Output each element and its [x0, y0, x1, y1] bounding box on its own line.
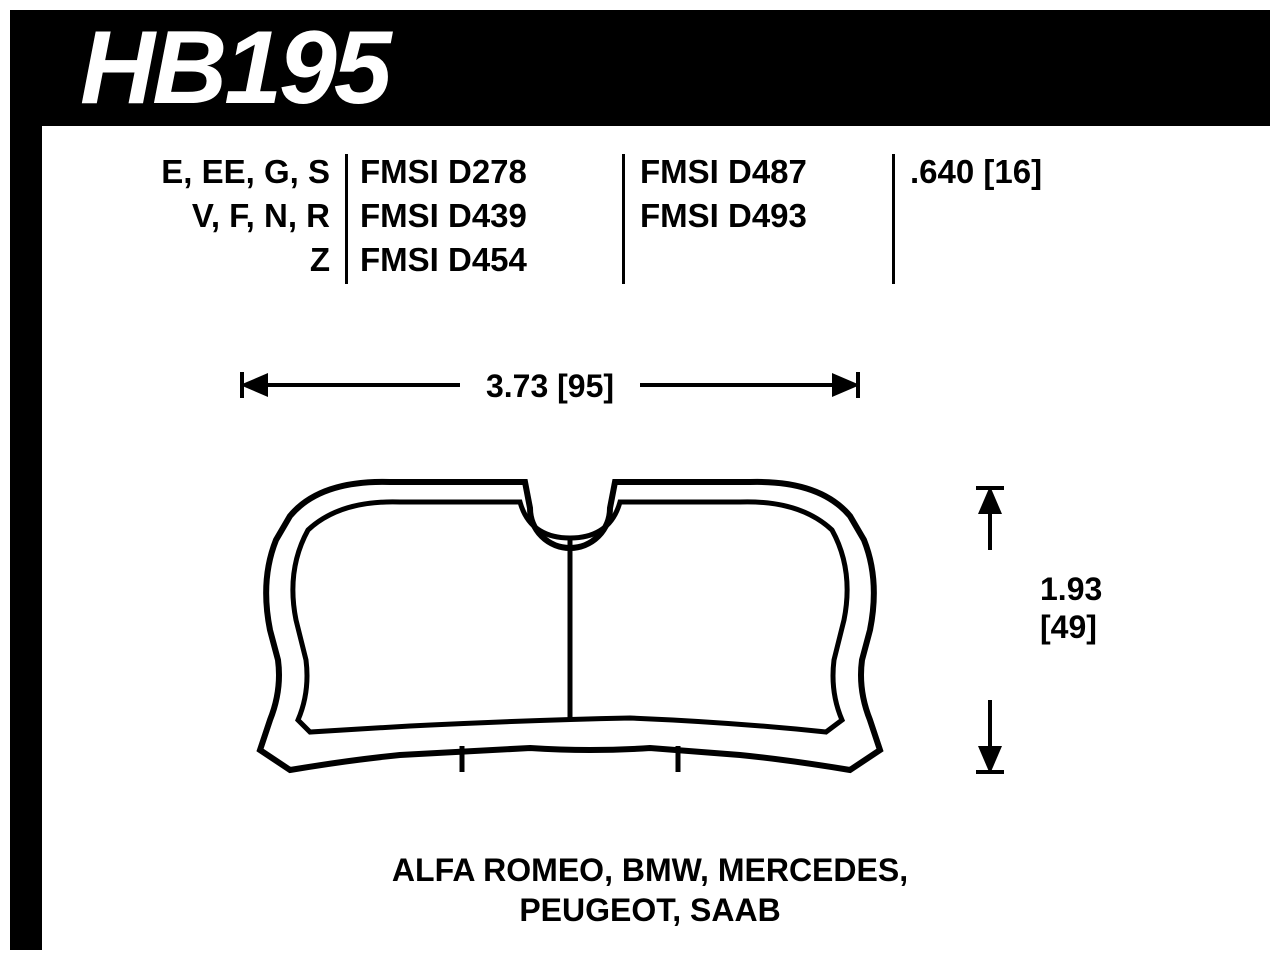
height-arrow-icon: [950, 480, 1040, 780]
diagram-area: 3.73 [95] 1.93 [4: [70, 340, 1230, 820]
applications-text: ALFA ROMEO, BMW, MERCEDES, PEUGEOT, SAAB: [70, 850, 1230, 930]
compounds-col: E, EE, G, S V, F, N, R Z: [130, 150, 330, 282]
fmsi-line: FMSI D493: [640, 194, 807, 238]
thickness-value: .640 [16]: [910, 150, 1042, 194]
height-mm: [49]: [1040, 608, 1102, 646]
spec-sheet-frame: HB195 E, EE, G, S V, F, N, R Z FMSI D278…: [10, 10, 1270, 950]
fmsi-line: FMSI D278: [360, 150, 527, 194]
applications-line: ALFA ROMEO, BMW, MERCEDES,: [70, 850, 1230, 890]
compound-line: Z: [130, 238, 330, 282]
applications-line: PEUGEOT, SAAB: [70, 890, 1230, 930]
height-dimension: 1.93 [49]: [950, 480, 1150, 760]
compound-line: E, EE, G, S: [130, 150, 330, 194]
fmsi-col-1: FMSI D278 FMSI D439 FMSI D454: [360, 150, 527, 282]
height-value: 1.93 [49]: [1040, 570, 1102, 646]
left-border-bar: [10, 10, 42, 950]
fmsi-line: FMSI D439: [360, 194, 527, 238]
part-number: HB195: [80, 10, 389, 126]
column-divider: [345, 154, 348, 284]
width-value: 3.73 [95]: [230, 368, 870, 405]
brake-pad-outline: [230, 460, 910, 800]
compound-line: V, F, N, R: [130, 194, 330, 238]
specs-row: E, EE, G, S V, F, N, R Z FMSI D278 FMSI …: [130, 150, 1250, 300]
fmsi-line: FMSI D487: [640, 150, 807, 194]
column-divider: [622, 154, 625, 284]
height-inches: 1.93: [1040, 570, 1102, 608]
fmsi-line: FMSI D454: [360, 238, 527, 282]
width-dimension: 3.73 [95]: [230, 360, 870, 410]
thickness-col: .640 [16]: [910, 150, 1042, 194]
column-divider: [892, 154, 895, 284]
fmsi-col-2: FMSI D487 FMSI D493: [640, 150, 807, 238]
